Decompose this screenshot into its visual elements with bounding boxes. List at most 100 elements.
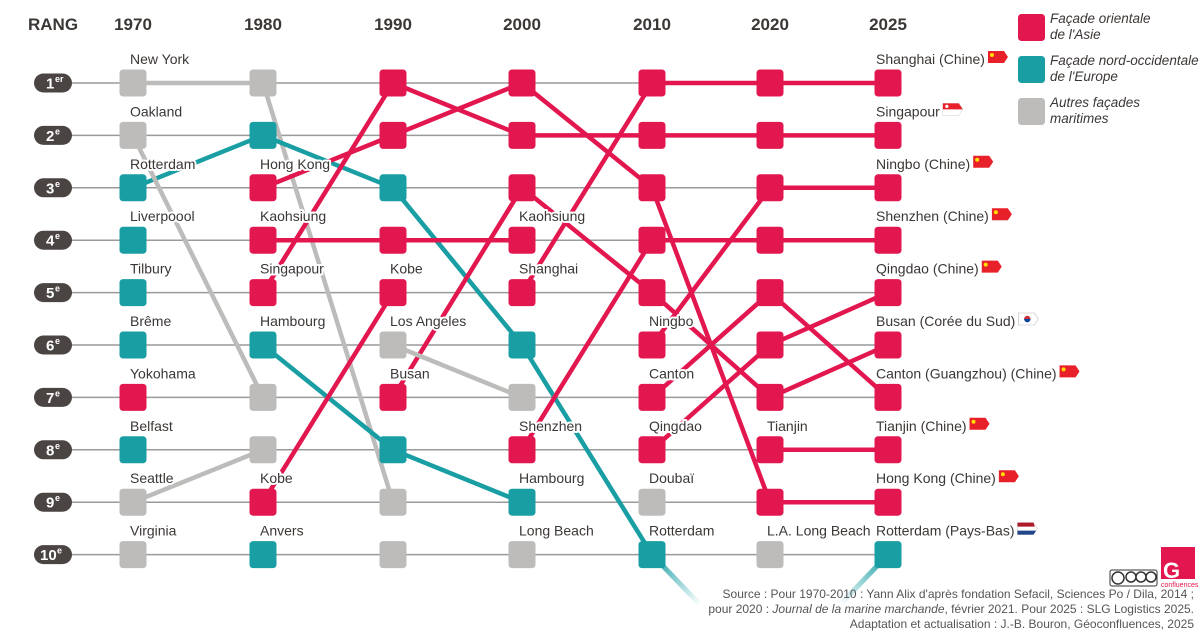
legend-swatch [1018, 98, 1045, 125]
port-marker [379, 69, 407, 97]
port-marker [756, 69, 784, 97]
port-marker [874, 383, 902, 411]
port-label: Canton (Guangzhou) (Chine) [876, 365, 1057, 381]
flag-taeguk-blue [1024, 319, 1031, 323]
port-marker [249, 436, 277, 464]
year-header-1970: 1970 [114, 15, 152, 34]
rank-number: 1 [46, 76, 54, 93]
port-marker [508, 541, 536, 569]
legend-label: Façade orientale [1050, 11, 1151, 26]
port-label: Yokohama [130, 365, 196, 381]
port-marker [756, 121, 784, 149]
rank-badge: 1 er [34, 73, 72, 93]
flag-field [998, 470, 1019, 483]
port-marker [119, 69, 147, 97]
port-marker [249, 121, 277, 149]
flag-star [1061, 367, 1066, 372]
port-marker [249, 541, 277, 569]
port-label: Rotterdam (Pays-Bas) [876, 523, 1014, 539]
legend-label: maritimes [1050, 111, 1109, 126]
china-flag-icon [998, 470, 1019, 483]
port-label: Liverpoool [130, 208, 195, 224]
port-marker [756, 174, 784, 202]
port-marker [249, 383, 277, 411]
link-1990-2000 [392, 342, 523, 400]
china-flag-icon [981, 260, 1002, 273]
flag-blue [1017, 530, 1037, 535]
port-label: Anvers [260, 523, 304, 539]
port-marker [379, 436, 407, 464]
port-label: Kaohsiung [519, 208, 585, 224]
flag-field [969, 417, 990, 430]
port-marker [756, 541, 784, 569]
port-marker [638, 331, 666, 359]
port-label: Hong Kong (Chine) [876, 470, 996, 486]
port-marker [638, 279, 666, 307]
port-marker [756, 436, 784, 464]
link-2000-2010 [520, 343, 654, 556]
year-header-2025: 2025 [869, 15, 907, 34]
port-marker [249, 488, 277, 516]
port-marker [119, 488, 147, 516]
port-marker [874, 541, 902, 569]
rank-number: 4 [46, 233, 55, 250]
source-line-1: Source : Pour 1970-2010 : Yann Alix d'ap… [723, 587, 1194, 601]
port-label: Shenzhen (Chine) [876, 208, 989, 224]
port-label: Shanghai (Chine) [876, 51, 985, 67]
port-marker [379, 488, 407, 516]
port-marker [874, 436, 902, 464]
port-marker [874, 121, 902, 149]
port-marker [508, 383, 536, 411]
port-label: Hong Kong [260, 156, 330, 172]
rank-badge-pill [34, 125, 72, 145]
port-marker [379, 331, 407, 359]
legend-label: de l'Europe [1050, 69, 1118, 84]
port-marker [249, 69, 277, 97]
flag-star [975, 157, 980, 162]
port-label: Shenzhen [519, 418, 582, 434]
china-flag-icon [987, 51, 1008, 63]
port-marker [874, 488, 902, 516]
port-label: Qingdao [649, 418, 702, 434]
port-marker [508, 174, 536, 202]
netherlands-flag-icon [1017, 522, 1038, 535]
legend-swatch [1018, 56, 1045, 83]
rank-badge-pill [34, 387, 72, 407]
port-marker [508, 226, 536, 254]
flag-star [971, 419, 976, 424]
port-label: New York [130, 51, 190, 67]
china-flag-icon [1059, 365, 1080, 378]
link-1980-1990 [261, 81, 395, 294]
legend-label: de l'Asie [1050, 27, 1101, 42]
link-1990-2000 [392, 447, 523, 505]
source-line-2: pour 2020 : Journal de la marine marchan… [708, 602, 1194, 616]
port-label: L.A. Long Beach [767, 523, 871, 539]
link-1970-1980 [130, 134, 266, 399]
port-label: Belfast [130, 418, 173, 434]
china-flag-icon [973, 155, 994, 168]
singapore-flag-icon [942, 103, 964, 116]
port-marker [379, 174, 407, 202]
rank-badge-pill [34, 335, 72, 355]
rank-suffix: e [55, 388, 60, 398]
china-flag-icon [969, 417, 990, 430]
link-1990-2000 [392, 80, 523, 138]
port-marker [249, 279, 277, 307]
flag-crescent [945, 104, 949, 108]
port-marker [119, 383, 147, 411]
rank-suffix: e [57, 546, 62, 556]
port-marker [508, 488, 536, 516]
rank-number: 8 [46, 442, 54, 459]
port-marker [508, 69, 536, 97]
port-marker [874, 279, 902, 307]
rank-suffix: e [55, 284, 60, 294]
rank-number: 2 [46, 128, 54, 145]
port-label: Kobe [390, 261, 423, 277]
